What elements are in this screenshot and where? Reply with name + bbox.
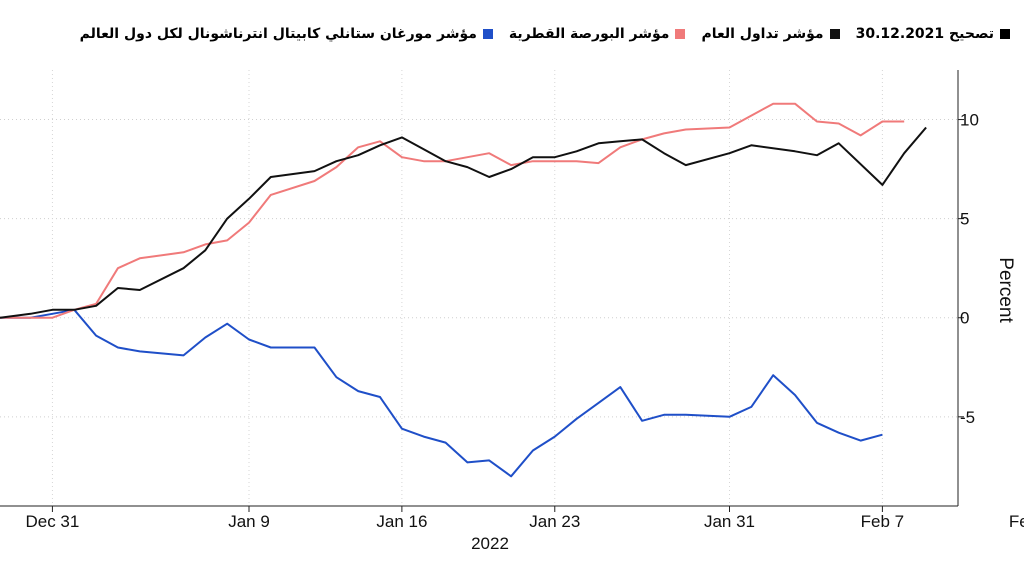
legend-label-tasi: مؤشر تداول العام	[701, 26, 824, 42]
x-tick-label: Jan 16	[376, 512, 427, 531]
gridlines	[0, 70, 958, 506]
y-ticks: 10 5 0 -5	[958, 111, 979, 427]
legend-label-qatar: مؤشر البورصة القطرية	[508, 26, 670, 42]
x-tick-label: Dec 31	[25, 512, 79, 531]
series-lines	[0, 102, 927, 478]
legend-item-tasi: مؤشر تداول العام	[701, 26, 840, 42]
y-tick-label: 5	[960, 210, 969, 229]
x-tick-label: Jan 9	[228, 512, 270, 531]
x-tick-label: Feb 7	[861, 512, 904, 531]
x-year-label: 2022	[471, 534, 509, 553]
y-tick-label: -5	[960, 408, 975, 427]
x-tick-label: Feb 14	[1009, 512, 1024, 531]
legend-swatch-msci	[482, 29, 493, 39]
legend-swatch-tasi	[829, 29, 840, 39]
x-tick-label: Jan 31	[704, 512, 755, 531]
y-axis-title: Percent	[995, 257, 1016, 323]
legend-item-qatar: مؤشر البورصة القطرية	[509, 26, 686, 42]
x-tick-label: Jan 23	[529, 512, 580, 531]
legend-swatch-correction	[1000, 29, 1010, 39]
legend-correction: تصحيح 30.12.2021	[856, 26, 1010, 42]
series-line-msci	[0, 308, 883, 478]
legend-label-msci: مؤشر مورغان ستانلي كابيتال انترناشونال ل…	[79, 26, 477, 42]
legend: تصحيح 30.12.2021 مؤشر تداول العام مؤشر ا…	[80, 26, 1010, 42]
legend-swatch-qatar	[675, 29, 686, 39]
legend-item-msci: مؤشر مورغان ستانلي كابيتال انترناشونال ل…	[80, 26, 493, 42]
y-tick-label: 0	[960, 309, 969, 328]
x-ticks: Dec 31 Jan 9 Jan 16 Jan 23 Jan 31 Feb 7 Feb 14	[25, 506, 1024, 531]
series-line-qatar	[0, 102, 905, 319]
series-line-tasi	[0, 126, 927, 319]
legend-correction-label: تصحيح 30.12.2021	[855, 26, 994, 42]
y-tick-label: 10	[960, 111, 979, 130]
